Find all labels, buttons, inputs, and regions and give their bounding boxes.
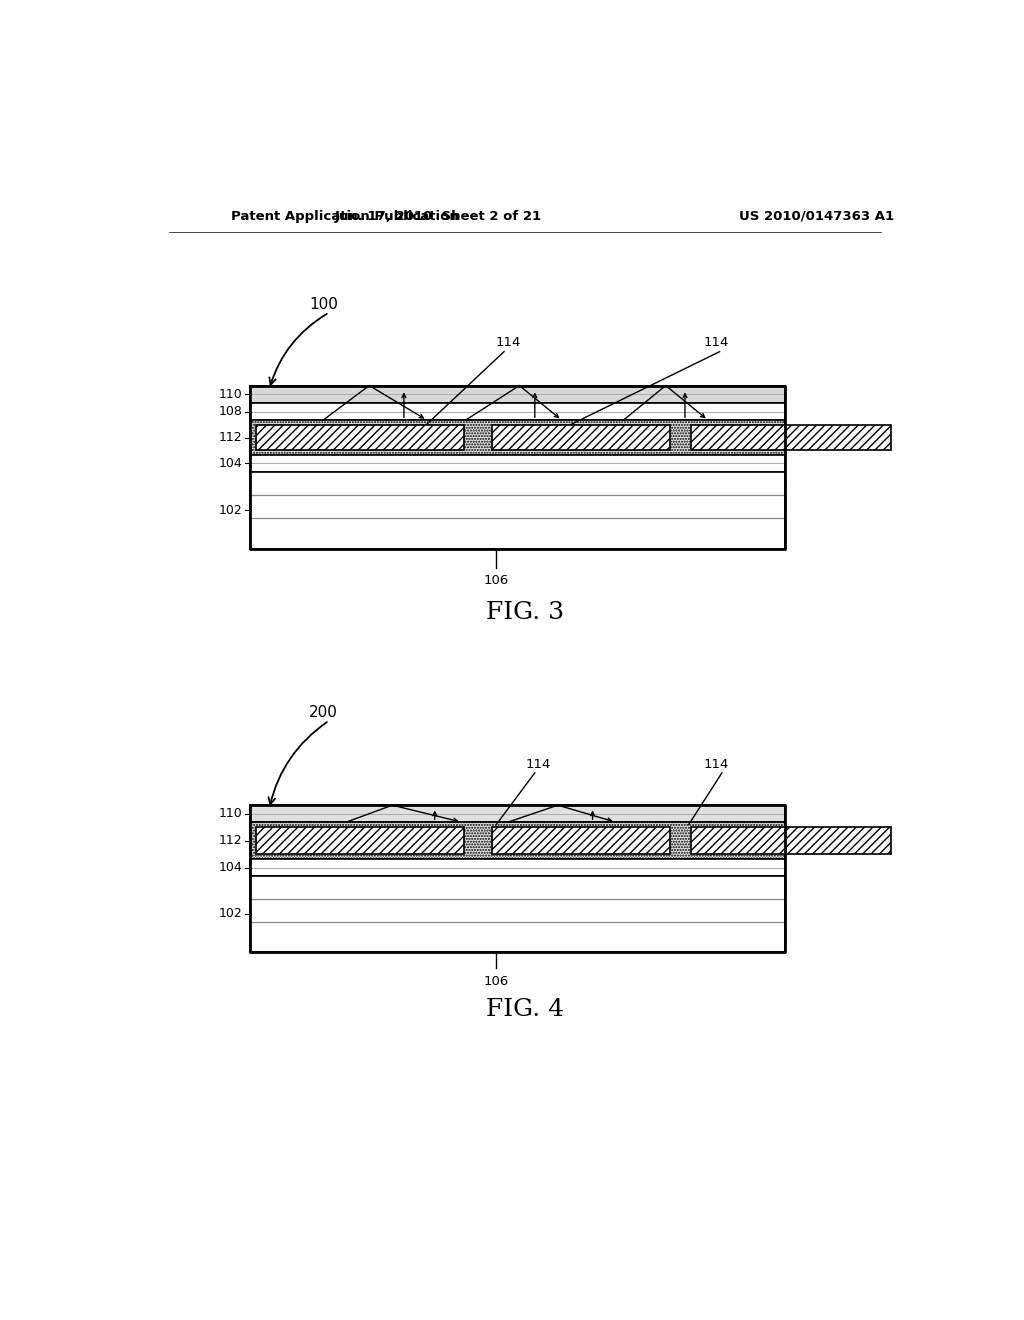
Bar bbox=[691, 826, 891, 854]
Bar bbox=[493, 826, 670, 854]
Bar bbox=[256, 425, 464, 450]
Bar bbox=[250, 859, 785, 876]
Text: 110: 110 bbox=[218, 807, 243, 820]
Text: 104: 104 bbox=[218, 457, 243, 470]
Text: 114: 114 bbox=[703, 758, 728, 771]
Text: 104: 104 bbox=[218, 861, 243, 874]
Bar bbox=[691, 425, 891, 450]
Bar bbox=[493, 425, 670, 450]
Bar bbox=[250, 471, 785, 549]
Text: 102: 102 bbox=[218, 504, 243, 517]
Bar bbox=[250, 385, 785, 404]
Text: 110: 110 bbox=[218, 388, 243, 401]
Text: 108: 108 bbox=[218, 405, 243, 418]
Text: FIG. 3: FIG. 3 bbox=[485, 601, 564, 624]
Bar bbox=[250, 805, 785, 822]
Text: US 2010/0147363 A1: US 2010/0147363 A1 bbox=[739, 210, 894, 223]
Bar bbox=[250, 876, 785, 952]
Bar bbox=[250, 455, 785, 471]
Text: 106: 106 bbox=[483, 974, 509, 987]
Text: 112: 112 bbox=[218, 432, 243, 444]
Text: 102: 102 bbox=[218, 907, 243, 920]
Bar bbox=[256, 826, 464, 854]
Text: 106: 106 bbox=[483, 574, 509, 587]
Text: 114: 114 bbox=[526, 758, 551, 771]
Text: 200: 200 bbox=[309, 705, 338, 721]
Text: Jun. 17, 2010  Sheet 2 of 21: Jun. 17, 2010 Sheet 2 of 21 bbox=[335, 210, 542, 223]
Text: Patent Application Publication: Patent Application Publication bbox=[230, 210, 459, 223]
Text: 114: 114 bbox=[496, 337, 520, 350]
Bar bbox=[250, 404, 785, 420]
Bar bbox=[250, 420, 785, 455]
Text: FIG. 4: FIG. 4 bbox=[485, 998, 564, 1020]
Bar bbox=[250, 822, 785, 859]
Text: 114: 114 bbox=[703, 337, 728, 350]
Text: 100: 100 bbox=[309, 297, 338, 313]
Text: 112: 112 bbox=[218, 834, 243, 847]
